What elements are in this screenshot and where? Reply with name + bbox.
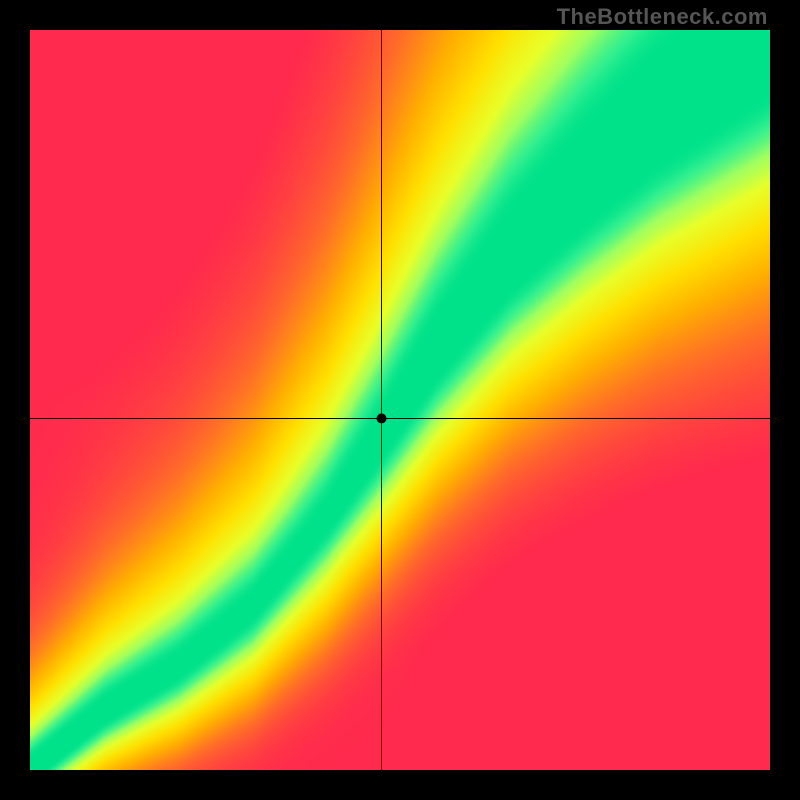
bottleneck-heatmap [0, 0, 800, 800]
watermark: TheBottleneck.com [557, 4, 768, 30]
